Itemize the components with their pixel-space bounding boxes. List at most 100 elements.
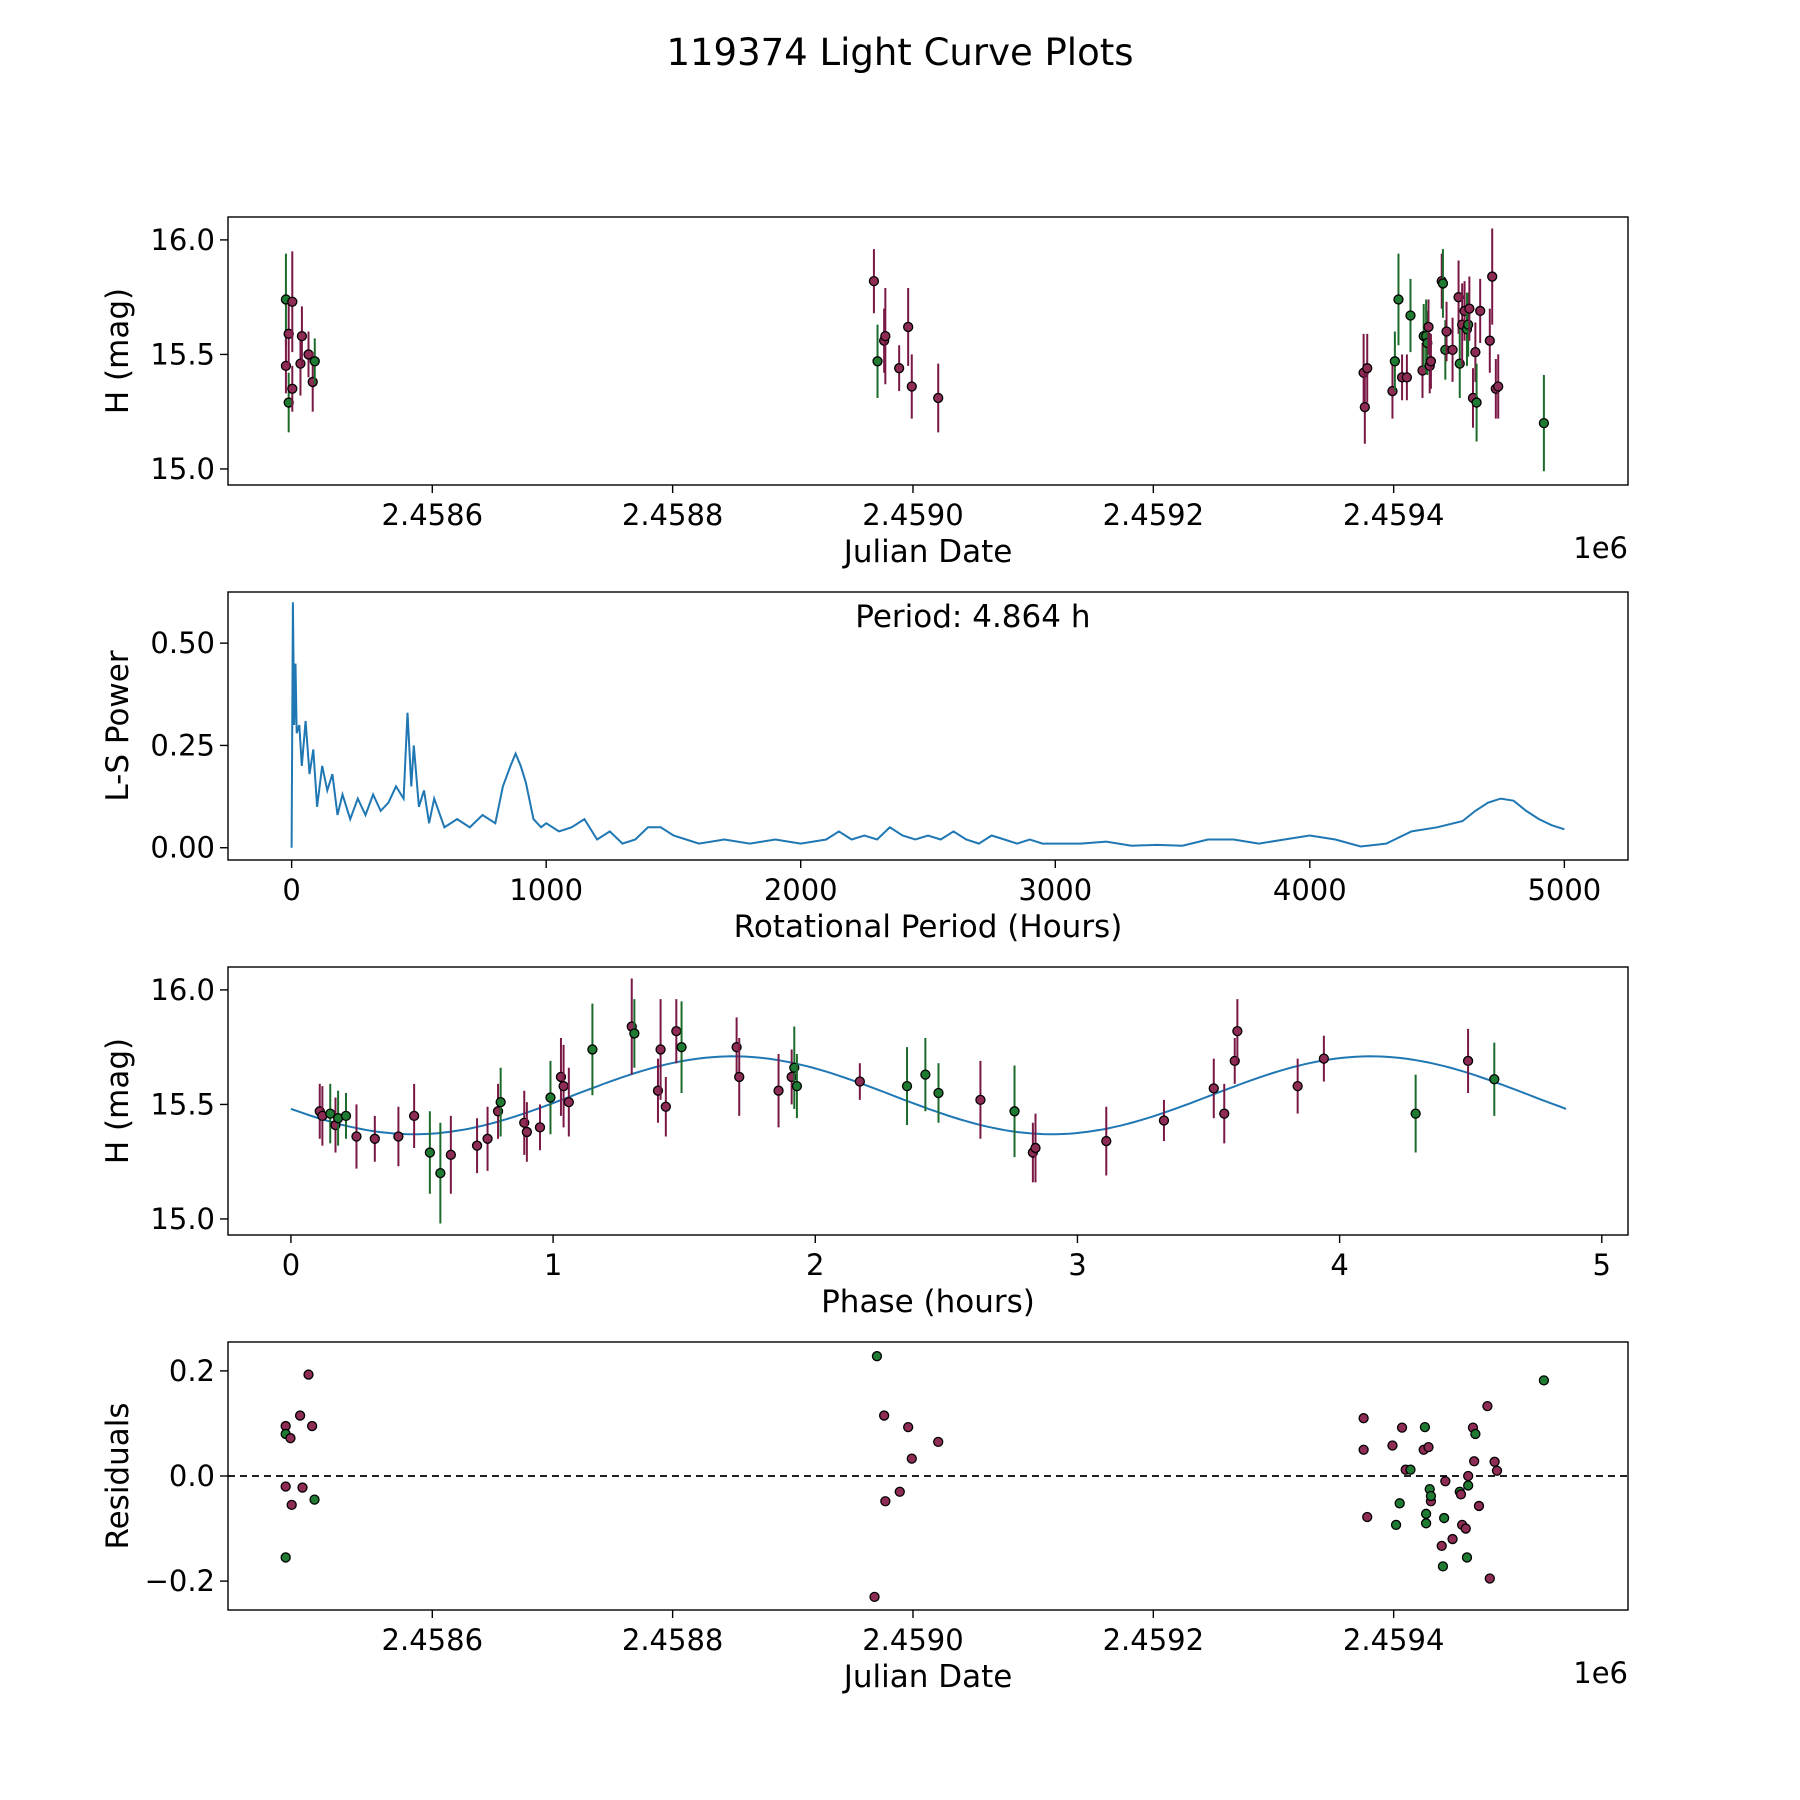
data-point (1489, 1074, 1500, 1085)
y-tick-label: 0.25 (150, 728, 215, 762)
x-axis-label: Julian Date (842, 534, 1013, 570)
data-point (1447, 1533, 1458, 1545)
data-point (773, 1085, 784, 1096)
data-point (1318, 1053, 1330, 1064)
data-point (1387, 1440, 1398, 1451)
data-point (351, 1131, 362, 1142)
phased-axes-frame (227, 966, 1629, 1236)
phased-panel: 0 1 2 3 4 5 15.0 15.5 16.0 Phase (hours) H (mag) (100, 966, 1629, 1320)
data-point (869, 1591, 880, 1603)
data-point (445, 1149, 456, 1160)
data-point (1471, 397, 1482, 408)
data-point (309, 1494, 320, 1505)
data-point (854, 1076, 865, 1087)
y-tick-label: 15.0 (150, 452, 215, 486)
x-axis-label: Julian Date (842, 1659, 1013, 1695)
x-tick-label: 2.4586 (382, 1623, 483, 1657)
data-point (1030, 1142, 1041, 1154)
lightcurve-panel: 2.4586 2.4588 2.4590 2.4592 2.4594 15.0 15.5 16… (100, 216, 1629, 570)
x-tick-label: 5 (1593, 1248, 1611, 1282)
x-tick-label: 2.4586 (382, 498, 483, 532)
x-tick-label: 0 (282, 873, 300, 907)
data-point (286, 1499, 297, 1511)
data-point (297, 1482, 308, 1493)
data-point (894, 363, 905, 374)
x-tick-label: 2.4594 (1343, 498, 1444, 532)
y-tick-label: 15.5 (150, 1087, 215, 1121)
y-tick-label: −0.2 (145, 1564, 215, 1598)
periodogram-series-line (290, 602, 1565, 848)
data-point (287, 383, 298, 394)
data-point (1405, 310, 1416, 321)
data-point (280, 1481, 291, 1492)
x-tick-label: 4 (1330, 1248, 1348, 1282)
data-point (903, 1421, 914, 1433)
x-axis-label: Phase (hours) (821, 1284, 1035, 1320)
residuals-panel: 2.4586 2.4588 2.4590 2.4592 2.4594 −0.2 0.0 0.2… (100, 1341, 1629, 1695)
data-point (629, 1028, 640, 1039)
data-point (655, 1044, 666, 1055)
data-point (303, 1369, 314, 1380)
data-point (1158, 1115, 1170, 1126)
x-tick-label: 0 (282, 1248, 300, 1282)
data-point (482, 1133, 493, 1144)
data-point (906, 1453, 917, 1464)
data-point (1538, 418, 1550, 429)
y-axis-label: Residuals (100, 1402, 136, 1549)
x-tick-label: 1000 (509, 873, 583, 907)
y-tick-label: 0.00 (150, 831, 215, 865)
y-tick-label: 0.2 (169, 1354, 215, 1388)
data-point (660, 1101, 671, 1112)
data-point (1358, 1444, 1369, 1455)
fit-curve-line (290, 1055, 1567, 1136)
data-point (901, 1080, 913, 1092)
data-point (1359, 401, 1370, 413)
figure-title: 119374 Light Curve Plots (666, 31, 1133, 74)
data-point (294, 1410, 306, 1421)
data-point (791, 1080, 803, 1092)
x-tick-label: 3 (1068, 1248, 1086, 1282)
data-point (1482, 1400, 1493, 1412)
lightcurve-axes-frame (227, 216, 1629, 486)
data-point (1463, 319, 1474, 330)
data-point (1463, 1480, 1474, 1491)
data-point (340, 1110, 352, 1122)
x-tick-label: 2.4594 (1343, 1623, 1444, 1657)
data-point (1425, 356, 1437, 367)
data-point (933, 1087, 944, 1099)
y-axis-label: H (mag) (100, 288, 136, 414)
data-point (734, 1071, 745, 1083)
x-tick-label: 2000 (764, 873, 838, 907)
data-point (1393, 294, 1404, 305)
data-point (393, 1131, 404, 1142)
x-tick-label: 2.4592 (1103, 1623, 1204, 1657)
data-point (880, 330, 891, 342)
x-tick-label: 1 (544, 1248, 562, 1282)
data-point (1405, 1464, 1416, 1475)
data-point (1423, 321, 1434, 333)
data-point (369, 1133, 380, 1144)
data-point (285, 1433, 296, 1444)
y-tick-label: 15.0 (150, 1202, 215, 1236)
data-point (1292, 1080, 1303, 1092)
data-point (1469, 1456, 1480, 1467)
data-point (1455, 1489, 1467, 1500)
period-annotation: Period: 4.864 h (855, 599, 1090, 635)
y-tick-label: 15.5 (150, 337, 215, 371)
data-point (671, 1025, 682, 1037)
data-point (1438, 1512, 1450, 1524)
data-point (1362, 1511, 1373, 1523)
data-point (1447, 344, 1458, 356)
data-point (1420, 1508, 1432, 1519)
data-point (1423, 1441, 1434, 1453)
residuals-plot-area (228, 1351, 1628, 1603)
data-point (1410, 1108, 1421, 1119)
data-point (309, 356, 320, 367)
data-point (1464, 303, 1475, 314)
data-point (894, 1486, 905, 1497)
data-point (307, 376, 318, 388)
x-tick-label: 2.4590 (862, 1623, 963, 1657)
data-point (1484, 335, 1495, 346)
x-axis-label: Rotational Period (Hours) (734, 909, 1123, 945)
x-tick-label: 3000 (1018, 873, 1092, 907)
